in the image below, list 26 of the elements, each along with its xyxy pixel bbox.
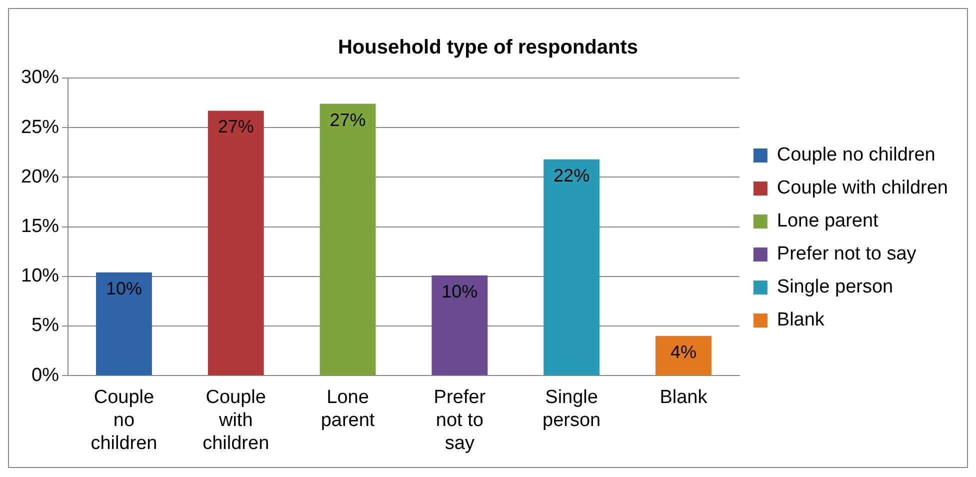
x-tick-label: Lone parent xyxy=(320,387,376,432)
data-label: 10% xyxy=(106,278,142,298)
x-tick-label: Prefer not to say xyxy=(434,387,486,454)
legend-label: Prefer not to say xyxy=(776,244,917,265)
y-tick-label: 5% xyxy=(32,315,60,336)
y-tick-label: 25% xyxy=(20,116,60,138)
legend-label: Couple with children xyxy=(776,178,948,199)
data-label: 27% xyxy=(330,110,366,130)
y-tick-label: 15% xyxy=(20,216,60,238)
data-label: 4% xyxy=(670,342,696,362)
data-label: 22% xyxy=(554,165,590,186)
y-tick-label: 10% xyxy=(20,266,60,287)
x-tick-label: Couple with children xyxy=(202,387,270,454)
data-label: 10% xyxy=(442,281,478,302)
x-tick-label: Blank xyxy=(660,387,708,408)
legend-label: Lone parent xyxy=(776,210,880,232)
chart-title: Household type of respondants xyxy=(338,36,638,59)
y-tick-label: 30% xyxy=(20,67,60,88)
y-tick-label: 20% xyxy=(20,166,60,188)
x-tick-label: Couple no children xyxy=(90,387,158,454)
x-tick-label: Single person xyxy=(542,387,601,432)
legend-label: Couple no children xyxy=(776,144,936,166)
legend-label: Blank xyxy=(776,310,825,331)
legend-label: Single person xyxy=(776,276,894,298)
y-tick-label: 0% xyxy=(32,364,60,386)
data-label: 27% xyxy=(218,116,254,137)
